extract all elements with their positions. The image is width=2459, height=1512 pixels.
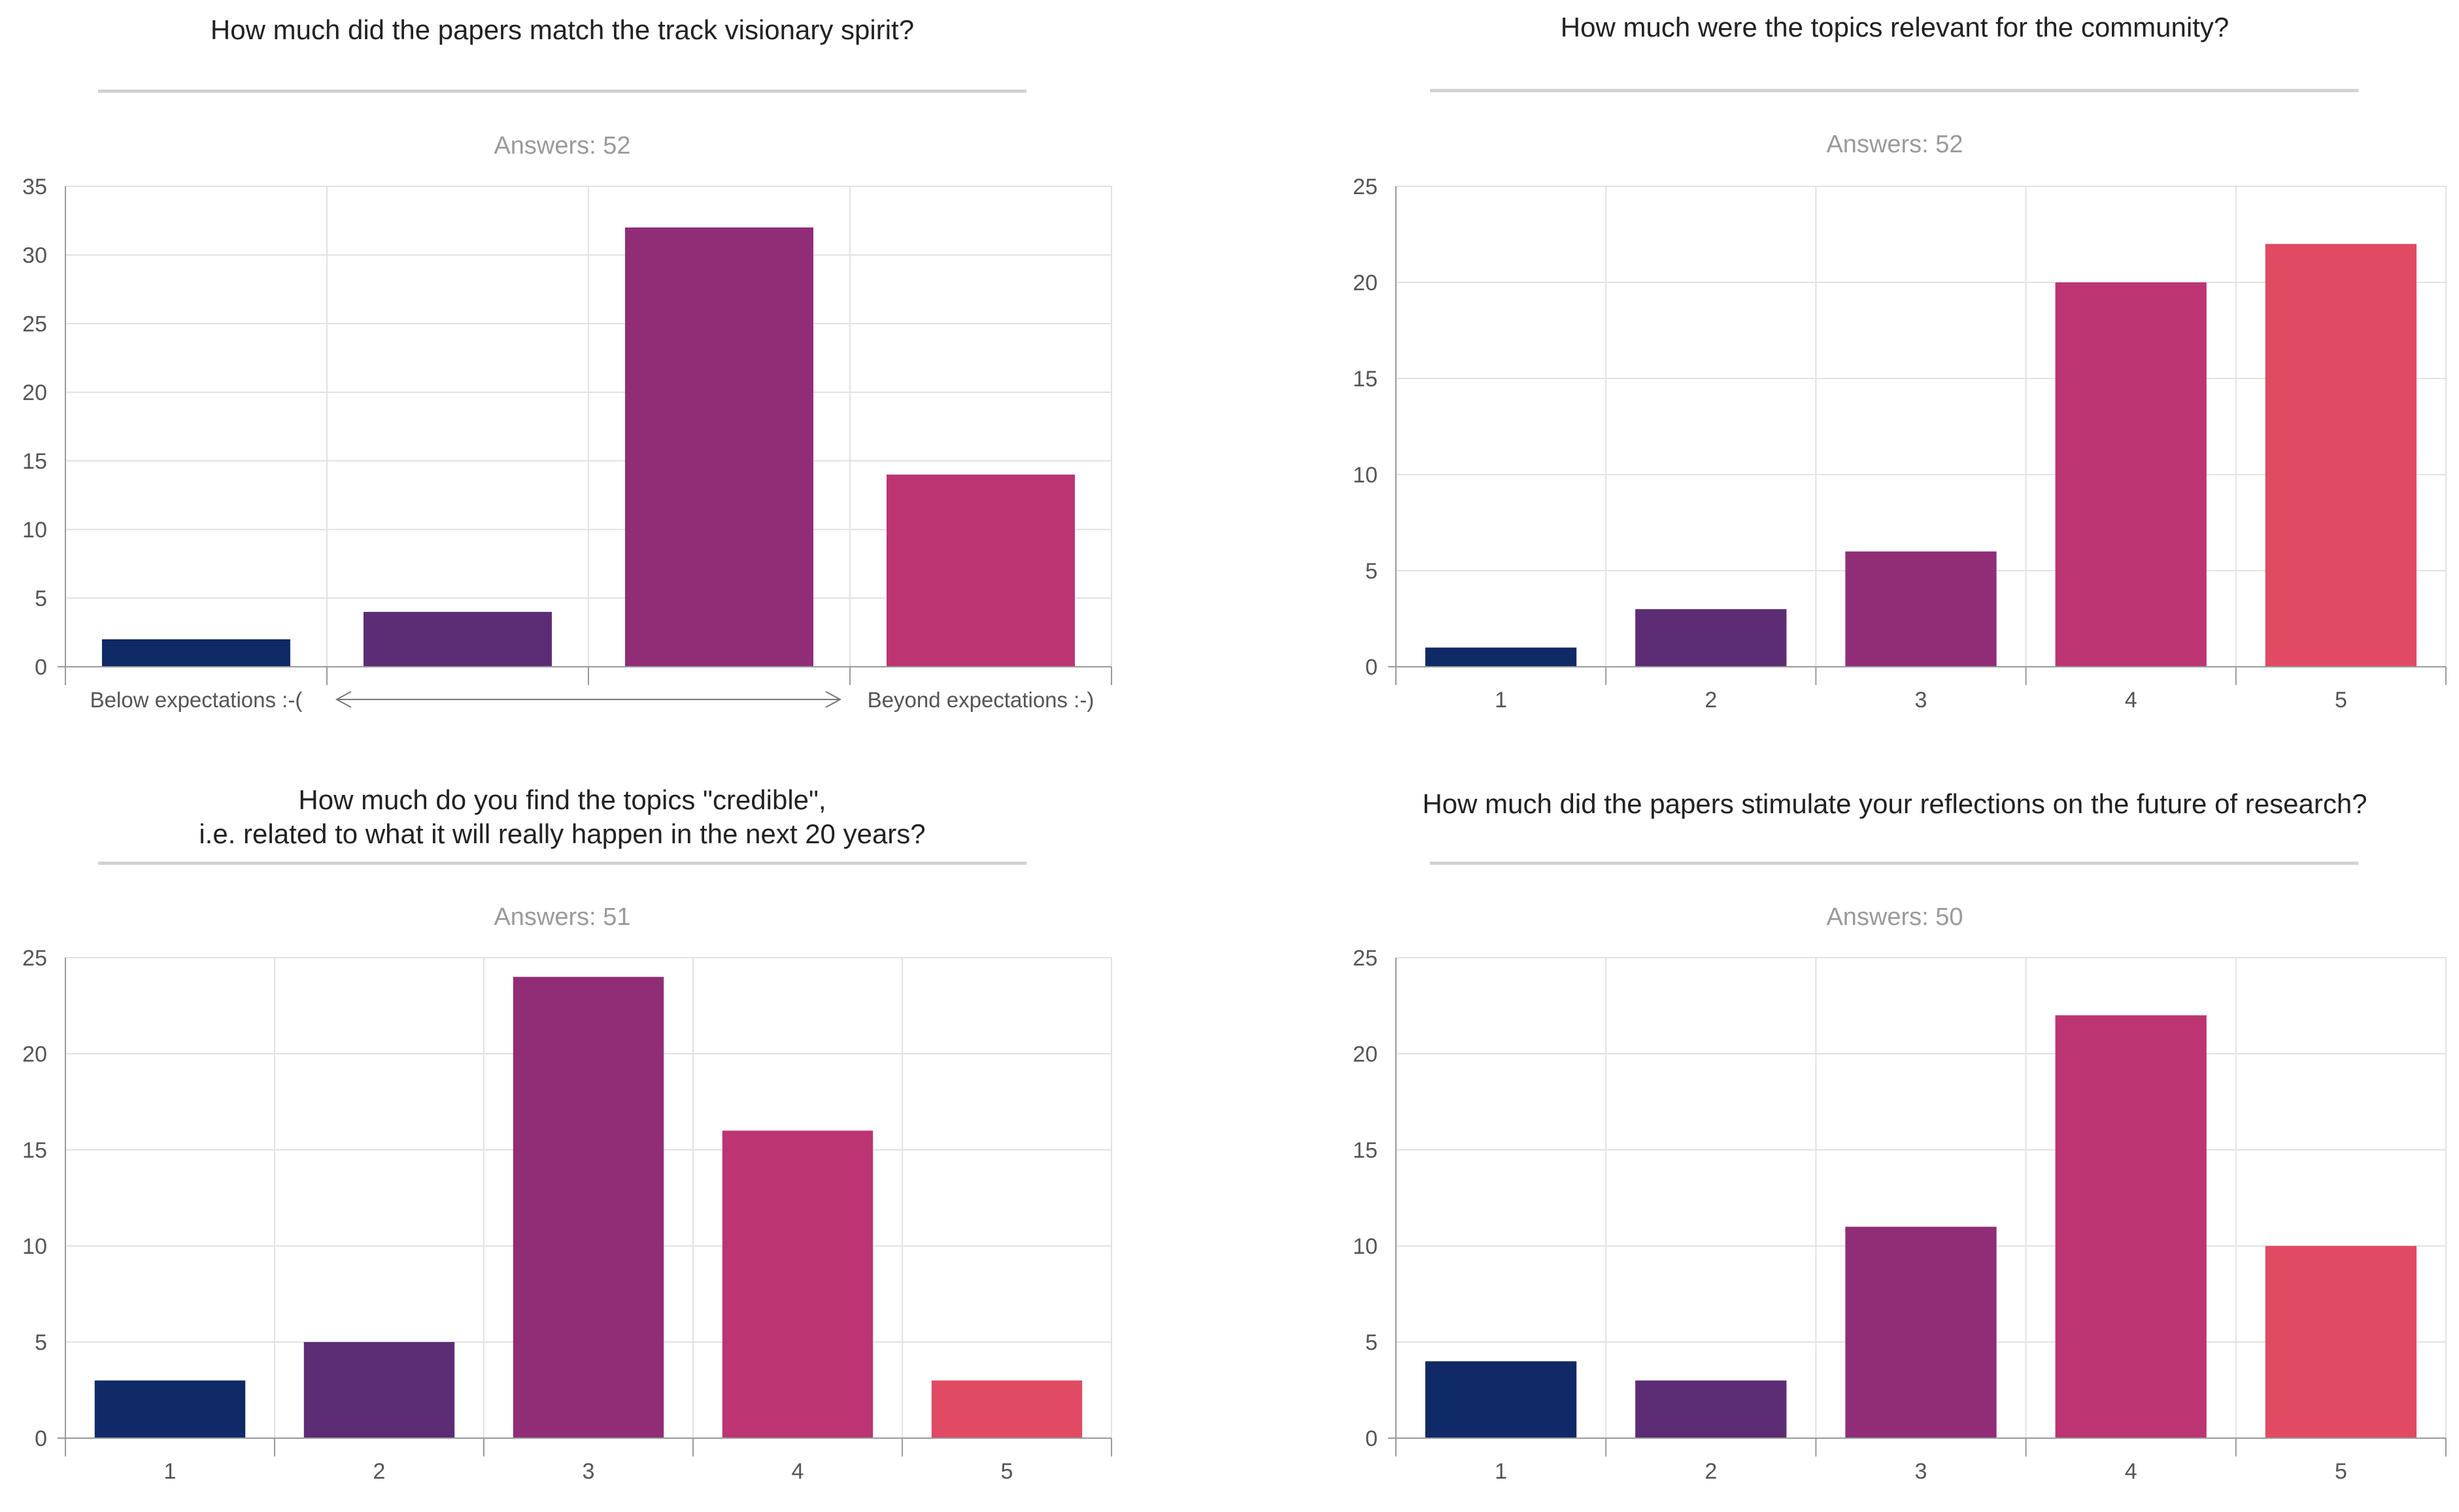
title-divider (1430, 862, 2358, 865)
bar-5 (2265, 1246, 2417, 1438)
bar-1 (1425, 647, 1577, 667)
chart-title: How much did the papers match the track … (210, 14, 915, 45)
y-tick-label: 25 (22, 946, 47, 971)
bar-4 (2055, 1015, 2207, 1438)
chart-title: How much were the topics relevant for th… (1560, 12, 2230, 42)
y-tick-label: 15 (1353, 1138, 1378, 1163)
title-divider (98, 90, 1026, 93)
y-tick-label: 0 (35, 1426, 47, 1451)
bar-3 (513, 977, 664, 1438)
bar-2 (1635, 609, 1787, 667)
answers-count: Answers: 52 (1826, 131, 1963, 158)
x-tick-label: 1 (1495, 1459, 1507, 1484)
y-tick-label: 25 (22, 312, 47, 337)
bar-3 (1845, 1226, 1997, 1438)
x-tick-label: 2 (373, 1459, 386, 1484)
x-tick-label: 1 (1495, 688, 1507, 713)
x-tick-label: 3 (583, 1459, 595, 1484)
y-tick-label: 5 (35, 586, 47, 611)
chart-title: How much did the papers stimulate your r… (1422, 788, 2367, 819)
bar-chart: 0 5 10 15 20 25 1 2 3 4 5 (1353, 946, 2447, 1484)
y-tick-label: 20 (1353, 1042, 1378, 1067)
x-tick-label: 2 (1704, 688, 1717, 713)
bar-2 (1635, 1380, 1787, 1438)
bar-2 (364, 612, 552, 667)
y-tick-label: 20 (22, 380, 47, 405)
bar-1 (102, 639, 290, 667)
x-tick-label: 2 (1704, 1459, 1717, 1484)
x-tick-label: 3 (1915, 1459, 1927, 1484)
x-tick-label: 1 (164, 1459, 177, 1484)
y-tick-label: 5 (1365, 559, 1378, 584)
chart-panel-community-relevance: How much were the topics relevant for th… (1331, 0, 2459, 752)
y-tick-label: 0 (35, 655, 47, 680)
y-tick-label: 20 (22, 1042, 47, 1067)
x-tick-label: 4 (2125, 1459, 2137, 1484)
bar-5 (2265, 244, 2417, 667)
x-tick-label-below-expectations: Below expectations :-( (90, 688, 303, 712)
chart-panel-reflections: How much did the papers stimulate your r… (1331, 771, 2459, 1512)
chart-title-line-1: How much do you find the topics "credibl… (298, 784, 826, 815)
y-tick-label: 35 (22, 175, 47, 199)
title-divider (1430, 89, 2358, 92)
bar-5 (931, 1380, 1083, 1438)
bar-4 (2055, 282, 2207, 667)
bar-4 (887, 475, 1075, 667)
y-tick-label: 10 (22, 518, 47, 543)
answers-count: Answers: 51 (494, 903, 631, 931)
answers-count: Answers: 50 (1826, 903, 1963, 931)
y-tick-label: 30 (22, 243, 47, 268)
y-tick-label: 15 (1353, 367, 1378, 392)
x-tick-label: 5 (2335, 688, 2347, 713)
bar-2 (303, 1342, 455, 1438)
y-tick-label: 0 (1365, 1426, 1378, 1451)
y-tick-label: 0 (1365, 655, 1378, 680)
chart-title-line-2: i.e. related to what it will really happ… (199, 818, 926, 849)
y-tick-label: 5 (35, 1330, 47, 1355)
x-tick-label: 4 (2125, 688, 2137, 713)
arrow-head-left (335, 691, 352, 708)
chart-panel-credibility: How much do you find the topics "credibl… (0, 771, 1125, 1512)
chart-title: How much do you find the topics "credibl… (0, 783, 1125, 851)
y-tick-label: 5 (1365, 1330, 1378, 1355)
bar-3 (625, 227, 813, 667)
bar-4 (722, 1130, 873, 1438)
title-divider (98, 862, 1026, 865)
bar-1 (1425, 1361, 1577, 1438)
x-tick-label-beyond-expectations: Beyond expectations :-) (868, 688, 1094, 712)
y-tick-label: 15 (22, 449, 47, 474)
bar-chart: 0 5 10 15 20 25 1 2 3 4 5 (22, 946, 1112, 1484)
x-tick-label: 5 (2335, 1459, 2347, 1484)
x-tick-label: 3 (1915, 688, 1927, 713)
bar-1 (94, 1380, 246, 1438)
bar-3 (1845, 551, 1997, 667)
chart-panel-visionary-spirit: How much did the papers match the track … (0, 0, 1125, 752)
y-tick-label: 15 (22, 1138, 47, 1163)
x-tick-label: 4 (792, 1459, 804, 1484)
bar-chart: 0 5 10 15 20 25 30 35 Below expectations :-( Beyo… (22, 175, 1112, 712)
bar-chart: 0 5 10 15 20 25 1 2 3 4 5 (1353, 175, 2447, 713)
y-tick-label: 10 (1353, 1234, 1378, 1259)
x-tick-label: 5 (1001, 1459, 1013, 1484)
y-tick-label: 25 (1353, 175, 1378, 199)
y-tick-label: 10 (1353, 463, 1378, 488)
arrow-head-right (825, 691, 842, 708)
y-tick-label: 10 (22, 1234, 47, 1259)
y-tick-label: 20 (1353, 271, 1378, 295)
answers-count: Answers: 52 (494, 132, 631, 160)
y-tick-label: 25 (1353, 946, 1378, 971)
